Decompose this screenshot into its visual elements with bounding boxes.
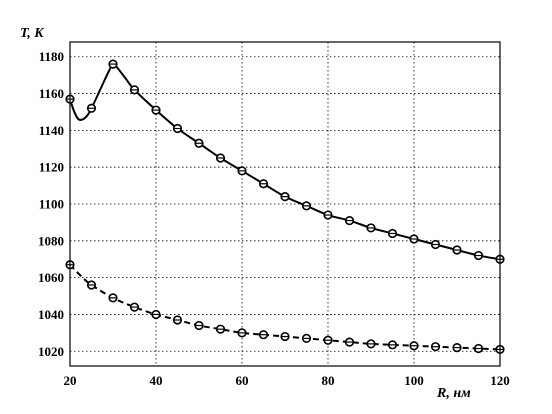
- y-tick-label: 1120: [39, 160, 64, 175]
- series-2-point: [344, 337, 355, 347]
- series-1-point: [194, 138, 204, 148]
- series-2-point: [151, 309, 161, 320]
- series-1-point: [452, 245, 462, 255]
- series-1-point: [473, 250, 484, 261]
- series-1-point: [344, 215, 355, 226]
- series-2-point: [409, 341, 419, 351]
- x-axis-label: R, нм: [436, 386, 471, 401]
- y-tick-label: 1060: [38, 270, 64, 285]
- series-1-point: [301, 201, 312, 211]
- y-tick-label: 1160: [39, 86, 64, 101]
- series-2-point: [366, 339, 376, 349]
- series-2-point: [323, 335, 333, 345]
- series-1-point: [366, 223, 376, 233]
- series-1-point: [387, 228, 398, 239]
- series-1-point: [323, 210, 333, 220]
- series-2-point: [194, 320, 204, 331]
- y-axis-label: T, K: [20, 26, 45, 41]
- series-1-point: [280, 192, 290, 202]
- x-tick-label: 100: [404, 373, 424, 388]
- series-2-point: [215, 324, 226, 334]
- tick-labels: 20 40 60 80 100 120 1020 1040 1060 1080 1100 1120 11…: [38, 49, 510, 388]
- y-tick-label: 1140: [39, 123, 64, 138]
- x-tick-label: 20: [64, 373, 77, 388]
- series-1-point: [215, 153, 226, 163]
- series-2-point: [301, 333, 312, 343]
- series-2-point: [129, 302, 140, 312]
- y-tick-label: 1180: [39, 49, 64, 64]
- series-1-point: [409, 234, 419, 244]
- series-2-point: [452, 342, 462, 353]
- series-1-point: [172, 123, 183, 134]
- series-1-point: [430, 239, 441, 250]
- y-tick-label: 1020: [38, 344, 64, 359]
- series-1-point: [129, 85, 140, 95]
- series-2-point: [258, 330, 269, 340]
- series-1-point: [86, 103, 97, 113]
- series-2-point: [280, 331, 290, 342]
- series-2-point: [237, 328, 247, 338]
- series-1-point: [237, 166, 247, 176]
- plot-frame: [69, 41, 501, 367]
- series-2-point: [172, 315, 183, 325]
- x-tick-label: 80: [322, 373, 335, 388]
- series-2-point: [387, 340, 398, 350]
- series-2-point: [86, 280, 97, 290]
- y-tick-label: 1040: [38, 307, 64, 322]
- x-tick-label: 60: [236, 373, 249, 388]
- series-2-point: [430, 342, 441, 352]
- series-2-line: [69, 264, 501, 351]
- series-2-point: [108, 293, 118, 303]
- series-1-point: [258, 179, 269, 189]
- y-tick-label: 1100: [39, 197, 64, 212]
- series-2-point: [473, 343, 484, 354]
- series-1-point: [108, 59, 118, 69]
- x-tick-label: 120: [490, 373, 510, 388]
- series-1-point: [151, 105, 161, 115]
- y-tick-label: 1080: [38, 233, 64, 248]
- x-tick-label: 40: [150, 373, 163, 388]
- markers: [65, 59, 505, 355]
